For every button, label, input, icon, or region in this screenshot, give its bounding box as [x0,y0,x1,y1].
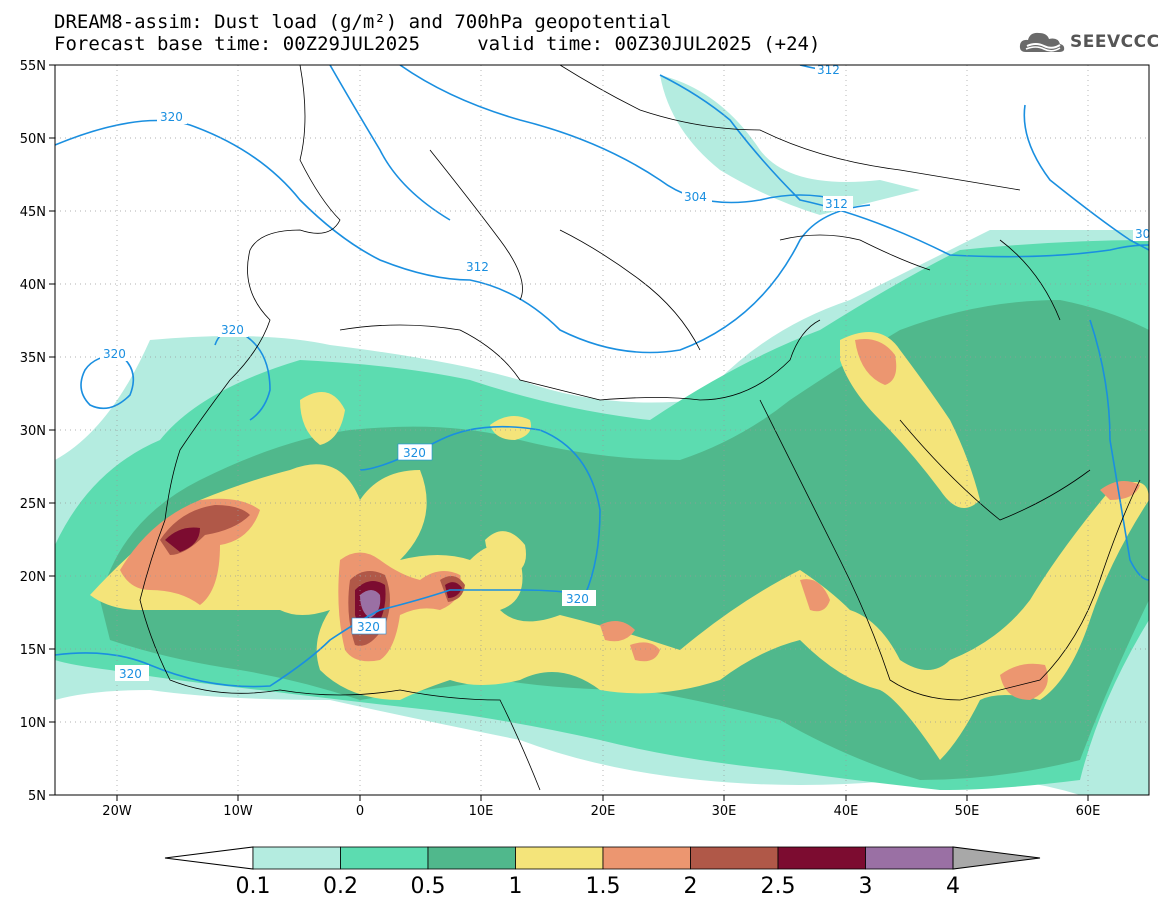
colorbar-label: 4 [946,874,960,899]
colorbar-label: 0.1 [236,874,271,899]
colorbar-label: 1 [509,874,523,899]
dust-level-1-chad [485,531,526,575]
colorbar-label: 0.5 [411,874,446,899]
svg-text:304: 304 [684,190,707,204]
dust-level-1-morocco [300,392,345,445]
colorbar: 0.1 0.2 0.5 1 1.5 2 2.5 3 4 [164,846,1041,899]
lat-tick-label: 20N [20,570,46,585]
colorbar-segment [777,846,866,870]
contour-label: 30 [1133,226,1150,241]
colorbar-label: 2.5 [761,874,796,899]
contour-label: 320 [157,109,187,124]
dust-level-1 [90,464,1149,760]
svg-text:312: 312 [825,197,848,211]
svg-text:320: 320 [119,667,142,681]
lat-tick-label: 40N [20,278,46,293]
svg-text:320: 320 [566,592,589,606]
lon-tick-label: 40E [834,804,859,819]
contour-label: 312 [815,62,845,77]
svg-text:312: 312 [817,63,840,77]
svg-text:320: 320 [403,446,426,460]
coastlines [139,65,1141,791]
dust-level-2.5 [165,527,200,552]
lon-tick-label: 30E [712,804,737,819]
lat-tick-label: 55N [20,59,46,74]
contour-label: 320 [218,322,248,337]
colorbar-over-triangle [952,846,1041,870]
svg-text:320: 320 [221,323,244,337]
contour-label: 320 [562,590,596,606]
dust-level-3 [360,590,381,618]
lat-tick-label: 25N [20,497,46,512]
svg-text:320: 320 [103,347,126,361]
lon-tick-label: 20E [591,804,616,819]
lat-tick-label: 5N [28,789,46,804]
dust-level-1.5-gulf [1100,481,1140,500]
colorbar-label: 2 [684,874,698,899]
lat-tick-label: 10N [20,716,46,731]
colorbar-segment [340,846,429,870]
contour-label: 320 [351,617,387,635]
lat-tick-label: 45N [20,205,46,220]
dust-level-1.5-sudan [600,621,635,642]
seevccc-logo: SEEVCCC [1018,27,1160,57]
lat-tick-label: 15N [20,643,46,658]
contour-label: 320 [397,443,433,461]
contour-labels: 320 320 320 320 320 320 320 312 312 312 … [100,62,1150,681]
lon-tick-label: 0 [356,804,364,819]
cloud-logo-icon [1019,32,1065,52]
map-subtitle: Forecast base time: 00Z29JUL2025 valid t… [54,33,821,55]
lat-tick-label: 30N [20,424,46,439]
svg-text:30: 30 [1135,227,1150,241]
lon-tick-labels: 20W 10W 0 10E 20E 30E 40E 50E 60E [102,804,1100,819]
contour-label: 320 [100,346,130,361]
colorbar-segment [252,846,341,870]
dust-level-1.5-redsea [800,579,830,612]
axis-ticks [49,64,1089,801]
svg-text:312: 312 [466,260,489,274]
dust-level-1-libya [490,416,531,440]
colorbar-segment [865,846,954,870]
lat-tick-labels: 55N 50N 45N 40N 35N 30N 25N 20N 15N 10N … [20,59,46,804]
svg-text:320: 320 [160,110,183,124]
lon-tick-label: 60E [1076,804,1101,819]
map-title: DREAM8-assim: Dust load (g/m²) and 700hP… [54,11,672,33]
dust-level-1.5-yemen [1000,663,1048,700]
colorbar-label: 1.5 [586,874,621,899]
graticule [55,65,1149,795]
logo-text: SEEVCCC [1070,32,1160,52]
dust-level-1.5-iraq [855,339,897,385]
lon-tick-label: 20W [102,804,132,819]
dust-level-0.1-north [660,75,920,215]
colorbar-segment [602,846,691,870]
colorbar-segment [427,846,516,870]
contour-label: 312 [464,259,494,274]
colorbar-segment [690,846,779,870]
lon-tick-label: 10W [223,804,253,819]
colorbar-label: 0.2 [323,874,358,899]
colorbar-under-triangle [164,846,254,870]
contour-label: 304 [682,189,712,204]
lon-tick-label: 10E [469,804,494,819]
colorbar-segment [515,846,604,870]
svg-text:320: 320 [357,620,380,634]
lat-tick-label: 35N [20,351,46,366]
lon-tick-label: 50E [955,804,980,819]
contour-label: 312 [823,196,853,211]
dust-level-1.5-chad [630,642,660,662]
colorbar-label: 3 [859,874,873,899]
contour-label: 320 [115,665,149,681]
lat-tick-label: 50N [20,132,46,147]
dust-field [55,65,1149,795]
